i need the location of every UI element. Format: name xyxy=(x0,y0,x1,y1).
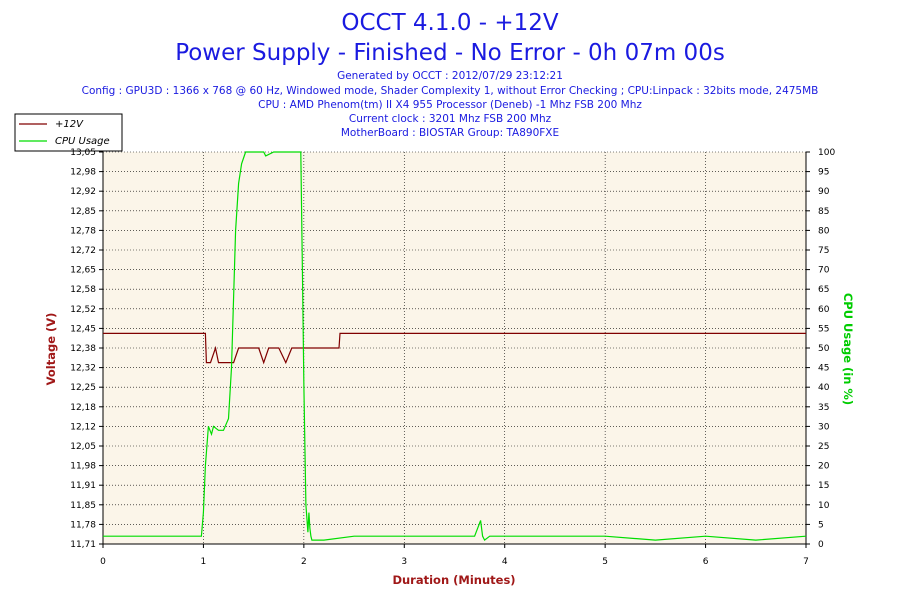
y-right-tick-label: 25 xyxy=(818,442,829,452)
x-tick-label: 2 xyxy=(301,557,307,567)
legend-label-voltage: +12V xyxy=(55,119,84,130)
y-left-tick-label: 11,78 xyxy=(70,520,96,530)
y-right-tick-label: 15 xyxy=(818,481,829,491)
y-left-tick-label: 11,85 xyxy=(70,501,96,511)
y-left-tick-label: 12,98 xyxy=(70,168,96,178)
y-left-tick-label: 12,92 xyxy=(70,187,96,197)
y-right-tick-label: 65 xyxy=(818,285,829,295)
y-right-tick-label: 85 xyxy=(818,207,829,217)
y-right-tick-label: 70 xyxy=(818,266,830,276)
y-right-tick-label: 90 xyxy=(818,187,830,197)
y-right-tick-label: 10 xyxy=(818,501,830,511)
y-left-tick-label: 12,18 xyxy=(70,403,96,413)
y-left-tick-label: 12,78 xyxy=(70,226,96,236)
chart-title: OCCT 4.1.0 - +12V xyxy=(341,10,559,36)
y-left-tick-label: 12,72 xyxy=(70,246,96,256)
y-left-axis-label: Voltage (V) xyxy=(44,313,58,386)
y-right-tick-label: 0 xyxy=(818,540,824,550)
series-line-cpu-usage xyxy=(103,151,807,542)
y-left-tick-label: 12,45 xyxy=(70,324,96,334)
legend-box xyxy=(14,113,123,152)
y-right-tick-label: 45 xyxy=(818,364,829,374)
x-tick-label: 1 xyxy=(201,557,207,567)
x-tick-label: 3 xyxy=(401,557,407,567)
y-left-tick-label: 11,71 xyxy=(70,540,96,550)
y-left-tick-label: 11,98 xyxy=(70,462,96,472)
info-motherboard: MotherBoard : BIOSTAR Group: TA890FXE xyxy=(341,127,559,139)
y-left-tick-label: 12,52 xyxy=(70,305,96,315)
y-right-tick-label: 100 xyxy=(818,148,835,158)
y-left-tick-label: 12,58 xyxy=(70,285,96,295)
x-tick-label: 7 xyxy=(803,557,809,567)
info-cpu: CPU : AMD Phenom(tm) II X4 955 Processor… xyxy=(258,99,642,111)
y-left-tick-label: 13,05 xyxy=(70,148,96,158)
y-right-tick-label: 50 xyxy=(818,344,830,354)
y-right-tick-label: 75 xyxy=(818,246,829,256)
y-left-tick-label: 12,25 xyxy=(70,383,96,393)
y-left-tick-label: 12,38 xyxy=(70,344,96,354)
y-left-tick-label: 11,91 xyxy=(70,481,96,491)
info-config: Config : GPU3D : 1366 x 768 @ 60 Hz, Win… xyxy=(82,85,819,97)
y-right-tick-label: 80 xyxy=(818,226,830,236)
y-right-tick-label: 60 xyxy=(818,305,830,315)
y-left-tick-label: 12,05 xyxy=(70,442,96,452)
x-tick-label: 6 xyxy=(703,557,709,567)
legend: +12V CPU Usage xyxy=(14,113,123,152)
y-left-tick-label: 12,85 xyxy=(70,207,96,217)
y-left-tick-label: 12,65 xyxy=(70,266,96,276)
chart-subtitle: Power Supply - Finished - No Error - 0h … xyxy=(175,40,725,66)
info-clock: Current clock : 3201 Mhz FSB 200 Mhz xyxy=(349,113,552,125)
x-tick-label: 0 xyxy=(100,557,106,567)
x-tick-label: 5 xyxy=(602,557,608,567)
y-right-tick-label: 20 xyxy=(818,462,830,472)
x-axis-label: Duration (Minutes) xyxy=(392,573,515,587)
x-tick-label: 4 xyxy=(502,557,508,567)
y-right-axis-label: CPU Usage (in %) xyxy=(841,293,855,405)
y-left-tick-label: 12,12 xyxy=(70,422,96,432)
legend-label-cpu: CPU Usage xyxy=(55,136,110,147)
y-right-tick-label: 95 xyxy=(818,168,829,178)
y-right-tick-label: 30 xyxy=(818,422,830,432)
y-right-tick-label: 40 xyxy=(818,383,830,393)
y-right-tick-label: 55 xyxy=(818,324,829,334)
y-left-tick-label: 12,32 xyxy=(70,364,96,374)
info-generated: Generated by OCCT : 2012/07/29 23:12:21 xyxy=(337,70,563,82)
y-right-tick-label: 35 xyxy=(818,403,829,413)
y-right-tick-label: 5 xyxy=(818,520,824,530)
series-line-voltage xyxy=(103,332,806,365)
